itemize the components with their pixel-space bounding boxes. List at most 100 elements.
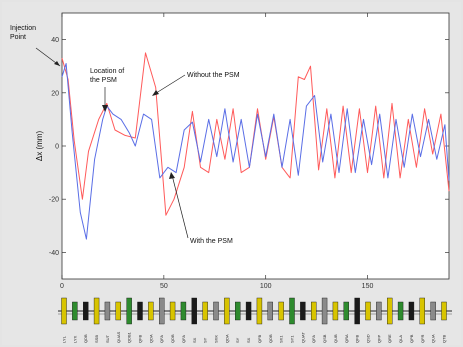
x-tick-label: 50: [160, 283, 168, 290]
annotation-psm-arrowhead: [102, 105, 108, 112]
y-tick-label: 20: [51, 90, 59, 97]
lattice-element: [245, 301, 252, 321]
lattice-element-label: QFR: [420, 334, 425, 343]
annotations: Injection Point Location of the PSM With…: [10, 25, 240, 245]
annotation-without-psm-arrow: [152, 74, 186, 96]
lattice-element-label: QFB: [138, 334, 143, 343]
lattice-element-label: QFB: [355, 334, 360, 343]
series-lines: [61, 52, 450, 240]
lattice-element-label: QFP: [376, 334, 381, 343]
lattice-element: [321, 297, 328, 325]
lattice-element-label: QUAS: [116, 331, 121, 343]
lattice-element-label: QRE: [387, 334, 392, 343]
lattice-element-label: QFA: [311, 335, 316, 343]
lattice-element-label: SX: [246, 337, 251, 343]
lattice-element: [397, 301, 404, 321]
x-tick-label: 0: [60, 283, 64, 290]
lattice-element: [180, 301, 187, 321]
lattice-element-label: SX1: [279, 335, 284, 343]
lattice-element: [387, 297, 393, 325]
lattice-element: [408, 301, 415, 321]
lattice-element-label: QSB: [322, 334, 327, 343]
lattice-element: [267, 301, 273, 321]
lattice-element: [376, 301, 382, 321]
lattice-element-label: QLA: [398, 335, 403, 343]
lattice-element-label: QDB1: [127, 331, 132, 343]
series-line-with-the-psm: [61, 63, 450, 240]
lattice-element: [441, 301, 447, 321]
plot-area: [61, 12, 450, 280]
lattice-element: [419, 297, 425, 325]
x-tick-label: 150: [362, 283, 374, 290]
lattice-element: [354, 297, 360, 325]
lattice-diagram: LYL LYX QDB SSB SUT QUAS QDB1 QFB QDA QFA QDB QFA SX…: [58, 297, 452, 343]
lattice-element: [235, 301, 241, 321]
lattice-element-label: QPB: [409, 334, 414, 343]
annotation-psm-line-1: Location of: [90, 68, 124, 75]
annotation-without-psm-arrowhead: [152, 90, 159, 96]
lattice-element: [256, 297, 263, 325]
lattice-element-label: QDB: [170, 334, 175, 343]
annotation-with-psm-arrow: [171, 174, 189, 239]
lattice-element-label: SX: [192, 337, 197, 343]
y-axis: -40 -20 0 20 40: [49, 37, 449, 257]
y-tick-label: 40: [51, 37, 59, 44]
lattice-element-label: QDA: [224, 334, 229, 343]
y-tick-label: 0: [55, 144, 59, 151]
lattice-element-label: SSB: [94, 335, 99, 343]
lattice-element-label: SY: [203, 337, 208, 343]
lattice-element-label: SY: [235, 337, 240, 343]
lattice-element-label: QTB: [442, 334, 447, 343]
lattice-element: [311, 301, 317, 321]
lattice-labels: LYL LYX QDB SSB SUT QUAS QDB1 QFB QDA QFA QDB QFA SX…: [62, 331, 447, 343]
lattice-element: [278, 301, 284, 321]
lattice-elements: [61, 297, 447, 325]
lattice-element-label: SXK: [214, 335, 219, 343]
lattice-element: [289, 297, 295, 325]
lattice-element-label: QFA: [181, 335, 186, 343]
lattice-element: [430, 301, 436, 321]
annotation-with-psm: With the PSM: [190, 238, 233, 245]
lattice-element: [93, 297, 100, 325]
lattice-element: [343, 301, 349, 321]
lattice-element-label: SY1: [290, 335, 295, 343]
annotation-without-psm: Without the PSM: [187, 72, 240, 79]
lattice-element: [115, 301, 121, 321]
lattice-element: [61, 297, 67, 325]
lattice-element-label: QUAT: [300, 332, 305, 343]
lattice-element: [202, 301, 208, 321]
lattice-element-label: QRA: [344, 334, 349, 343]
lattice-element: [191, 297, 197, 325]
lattice-element: [126, 297, 132, 325]
x-tick-label: 100: [260, 283, 272, 290]
annotation-injection-point: Injection Point: [10, 25, 38, 41]
lattice-element-label: QUB: [333, 334, 338, 343]
lattice-element: [300, 301, 306, 321]
annotation-psm-location: Location of the PSM: [90, 68, 126, 84]
lattice-element: [213, 301, 219, 321]
lattice-element: [104, 301, 111, 321]
annotation-injection-line-2: Point: [10, 34, 26, 41]
lattice-element-label: LYL: [62, 335, 67, 343]
y-axis-title: Δx (mm): [35, 131, 44, 162]
annotation-injection-line-1: Injection: [10, 25, 36, 32]
lattice-element-label: QDB: [83, 334, 88, 343]
lattice-element: [137, 301, 143, 321]
lattice-element: [148, 301, 154, 321]
lattice-element: [224, 297, 230, 325]
lattice-element: [159, 297, 165, 325]
lattice-element-label: QUA: [431, 334, 436, 343]
lattice-element-label: LYX: [72, 335, 77, 343]
lattice-element: [365, 301, 371, 321]
lattice-element-label: QDB: [268, 334, 273, 343]
lattice-element: [332, 301, 339, 321]
lattice-element-label: QSD: [366, 334, 371, 343]
y-tick-label: -40: [49, 250, 59, 257]
lattice-element: [83, 301, 89, 321]
x-axis: 0 50 100 150: [60, 13, 373, 290]
lattice-element-label: QFB: [257, 334, 262, 343]
lattice-element-label: SUT: [105, 334, 110, 343]
lattice-element: [72, 301, 78, 321]
annotation-injection-arrowhead: [54, 61, 60, 66]
